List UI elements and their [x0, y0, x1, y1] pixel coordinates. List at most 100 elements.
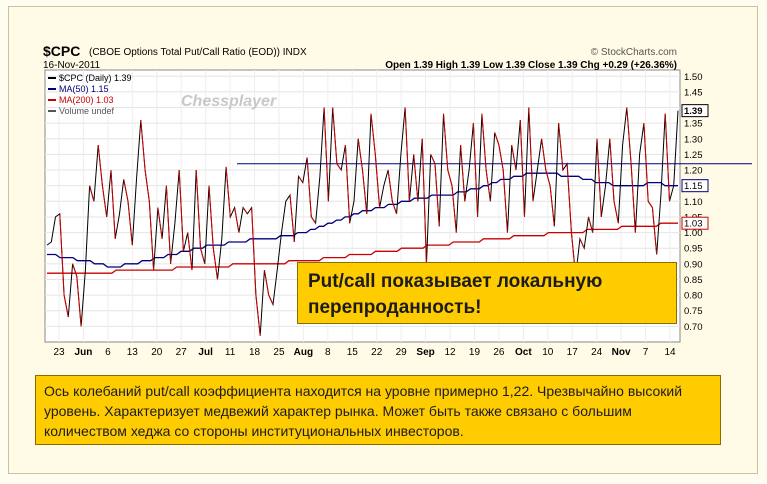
- series-segment-down: [97, 144, 103, 186]
- series-segment-down: [647, 201, 653, 208]
- y-tick-label: 0.95: [684, 244, 703, 255]
- y-tick-label: 1.10: [684, 197, 703, 208]
- series-segment-down: [178, 170, 184, 252]
- series-segment-down: [165, 185, 172, 264]
- series-segment-down: [387, 169, 393, 202]
- series-line-ma50: [47, 172, 678, 268]
- x-tick-label: Jun: [75, 347, 93, 358]
- series-segment-down: [148, 201, 155, 271]
- series-segment-down: [481, 113, 487, 171]
- legend-entry: MA(50) 1.15: [59, 84, 109, 94]
- x-tick-label: 15: [347, 347, 359, 358]
- price-label-ma50-box: [681, 179, 709, 193]
- series-segment-down: [613, 201, 619, 224]
- series-segment-down: [208, 185, 214, 249]
- chart-title: $CPC: [43, 43, 80, 59]
- series-segment-down: [127, 201, 133, 246]
- series-segment-down: [332, 107, 338, 164]
- series-segment-down: [110, 170, 116, 239]
- series-segment-down: [200, 248, 206, 264]
- x-tick-label: 8: [325, 347, 331, 358]
- series-segment-down: [549, 185, 555, 227]
- series-segment-down: [485, 169, 491, 202]
- series-segment-down: [268, 294, 274, 305]
- x-tick-label: 12: [444, 347, 456, 358]
- series-segment-down: [255, 295, 261, 336]
- series-segment-down: [651, 207, 658, 255]
- x-tick-label: 11: [225, 347, 236, 358]
- x-tick-label: Jul: [198, 347, 213, 358]
- series-segment-down: [643, 123, 649, 202]
- series-line-ma200: [47, 222, 678, 274]
- price-label-ma200: 1.03: [684, 219, 703, 230]
- series-segment-down: [609, 138, 615, 202]
- series-segment-down: [242, 207, 248, 215]
- watermark: Chessplayer: [181, 93, 277, 110]
- series-segment-down: [413, 154, 419, 202]
- y-tick-label: 1.50: [684, 72, 703, 83]
- series-segment-down: [212, 248, 219, 280]
- x-tick-label: 19: [469, 347, 481, 358]
- legend-entry: MA(200) 1.03: [59, 95, 114, 105]
- series-segment-down: [59, 213, 65, 296]
- y-tick-label: 1.00: [684, 228, 703, 239]
- series-segment-down: [502, 170, 508, 233]
- series-segment-down: [263, 270, 270, 296]
- series-segment-down: [344, 145, 351, 224]
- series-layer: 1.39 1.15 1.03: [46, 104, 752, 336]
- x-tick-label: Aug: [294, 347, 313, 358]
- x-tick-label: 17: [567, 347, 579, 358]
- x-tick-label: 27: [176, 347, 188, 358]
- series-segment-down: [430, 154, 436, 165]
- series-segment-down: [528, 107, 534, 202]
- series-segment-down: [76, 276, 82, 327]
- x-tick-label: 23: [53, 347, 65, 358]
- series-segment-down: [289, 195, 295, 242]
- callout-oversold: Put/call показывает локальную перепродан…: [297, 262, 677, 324]
- x-tick-label: 20: [151, 347, 163, 358]
- x-tick-label: 6: [105, 347, 111, 358]
- y-tick-label: 1.25: [684, 150, 703, 161]
- series-segment-down: [72, 263, 78, 277]
- y-tick-label: 0.75: [684, 306, 703, 317]
- series-segment-down: [195, 170, 201, 249]
- price-label-ma50: 1.15: [684, 181, 703, 192]
- x-tick-label: 24: [591, 347, 603, 358]
- price-label-close-box: [681, 104, 709, 118]
- series-segment-down: [519, 120, 526, 217]
- y-tick-label: 0.90: [684, 259, 703, 270]
- callout-note: Ось колебаний put/call коэффициента нахо…: [35, 375, 721, 445]
- series-segment-down: [374, 154, 381, 208]
- series-segment-down: [566, 163, 572, 233]
- legend-entry: Volume undef: [59, 106, 115, 116]
- y-tick-label: 1.35: [684, 119, 703, 130]
- series-segment-down: [336, 163, 342, 171]
- chart-subtitle: (CBOE Options Total Put/Call Ratio (EOD)…: [89, 47, 307, 58]
- series-segment-down: [664, 113, 670, 202]
- x-tick-label: 18: [249, 347, 261, 358]
- series-segment-down: [310, 216, 317, 224]
- x-tick-label: 25: [273, 347, 285, 358]
- series-segment-down: [472, 123, 479, 217]
- series-segment-down: [558, 123, 564, 171]
- x-tick-label: 13: [127, 347, 139, 358]
- ohlc-readout: Open 1.39 High 1.39 Low 1.39 Close 1.39 …: [385, 60, 677, 71]
- x-tick-label: Oct: [515, 347, 532, 358]
- chart-date: 16-Nov-2011: [43, 60, 101, 71]
- series-segment-down: [498, 144, 504, 171]
- x-tick-label: 26: [493, 347, 505, 358]
- series-segment-down: [157, 207, 163, 239]
- x-tick-label: 14: [664, 347, 676, 358]
- series-segment-down: [89, 185, 95, 202]
- x-axis: 23 Jun 6 13 20 27 Jul 11 18 25 Aug 8 15 22 29 Sep 12 19 26…: [53, 347, 676, 358]
- series-segment-down: [323, 107, 329, 202]
- series-segment-down: [541, 138, 547, 171]
- y-tick-label: 1.20: [684, 166, 703, 177]
- series-segment-down: [443, 113, 449, 171]
- series-segment-down: [421, 138, 427, 264]
- series-segment-down: [587, 216, 594, 233]
- series-segment-down: [630, 163, 636, 233]
- legend-entry: $CPC (Daily) 1.39: [59, 73, 132, 83]
- x-tick-label: 22: [371, 347, 383, 358]
